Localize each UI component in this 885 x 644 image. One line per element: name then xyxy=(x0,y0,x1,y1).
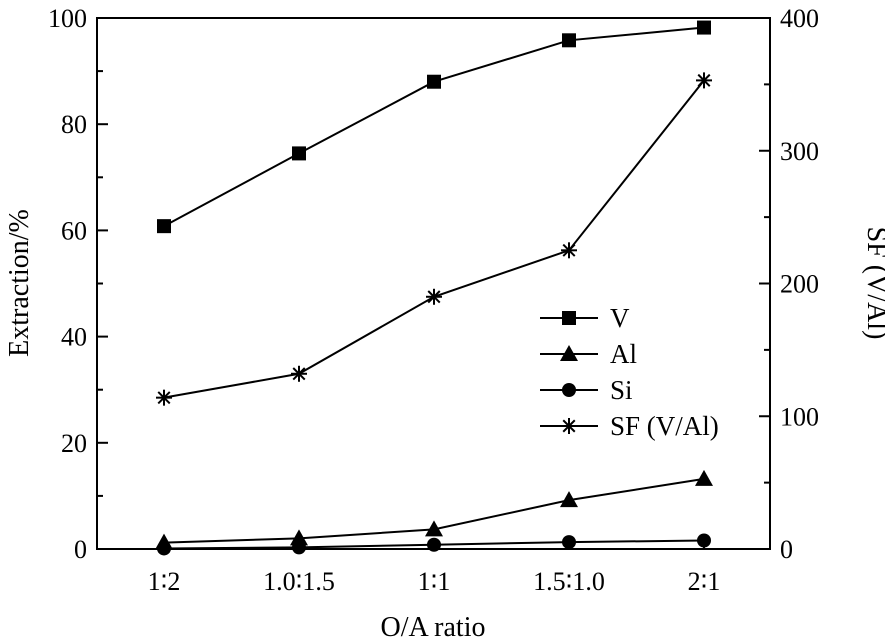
legend-label: Al xyxy=(610,339,637,369)
legend-marker xyxy=(560,345,578,361)
legend-marker xyxy=(561,418,577,434)
left-tick-label: 40 xyxy=(61,323,87,352)
data-point xyxy=(291,365,307,382)
left-tick-label: 20 xyxy=(61,429,87,458)
data-point xyxy=(292,146,306,161)
data-point xyxy=(426,288,442,305)
right-tick-label: 300 xyxy=(780,137,819,166)
legend-marker xyxy=(562,311,576,325)
data-point xyxy=(425,520,443,537)
data-point xyxy=(696,72,712,89)
series-1 xyxy=(155,469,713,550)
data-point xyxy=(560,491,578,508)
axis-ticks xyxy=(97,17,770,550)
data-point xyxy=(562,33,576,48)
series-line xyxy=(163,26,705,228)
x-tick-label: 2∶1 xyxy=(688,567,721,596)
plot-frame xyxy=(96,17,771,550)
data-point xyxy=(157,219,171,234)
right-tick-label: 400 xyxy=(780,4,819,33)
x-axis-title: O/A ratio xyxy=(381,612,486,643)
data-point xyxy=(695,469,713,486)
data-point xyxy=(697,20,711,35)
right-tick-label: 200 xyxy=(780,270,819,299)
data-point xyxy=(562,535,576,550)
x-tick-label: 1∶2 xyxy=(148,567,181,596)
series-3 xyxy=(156,72,712,406)
left-tick-label: 100 xyxy=(48,4,87,33)
tick-labels: 0 20 40 60 80 100 0 100 200 300 400 1∶2 1.0∶1.5 1∶1 1.… xyxy=(48,4,819,596)
data-point xyxy=(561,242,577,259)
left-tick-label: 80 xyxy=(61,110,87,139)
legend-label: Si xyxy=(610,375,633,405)
right-tick-label: 0 xyxy=(780,535,793,564)
series-2 xyxy=(157,533,711,556)
left-tick-label: 0 xyxy=(74,535,87,564)
legend-label: V xyxy=(610,303,630,333)
left-axis-title: Extraction/% xyxy=(4,209,35,357)
right-axis-title: SF (V/Al) xyxy=(861,227,885,340)
data-point xyxy=(157,541,171,556)
legend-entry: V xyxy=(540,303,630,333)
series-0 xyxy=(157,20,711,234)
x-tick-label: 1.0∶1.5 xyxy=(263,567,335,596)
x-tick-label: 1∶1 xyxy=(418,567,451,596)
legend-entry: Si xyxy=(540,375,633,405)
data-point xyxy=(156,389,172,406)
left-tick-label: 60 xyxy=(61,216,87,245)
series-layer xyxy=(155,20,713,556)
x-tick-label: 1.5∶1.0 xyxy=(533,567,605,596)
data-point xyxy=(292,540,306,555)
legend-label: SF (V/Al) xyxy=(610,411,719,441)
data-point xyxy=(427,74,441,89)
legend-entry: SF (V/Al) xyxy=(540,411,719,441)
data-point xyxy=(427,537,441,552)
legend-marker xyxy=(562,383,576,397)
right-tick-label: 100 xyxy=(780,402,819,431)
data-point xyxy=(697,533,711,548)
data-point xyxy=(290,529,308,546)
legend-entry: Al xyxy=(540,339,637,369)
legend: V Al Si SF (V/Al) xyxy=(540,303,719,441)
